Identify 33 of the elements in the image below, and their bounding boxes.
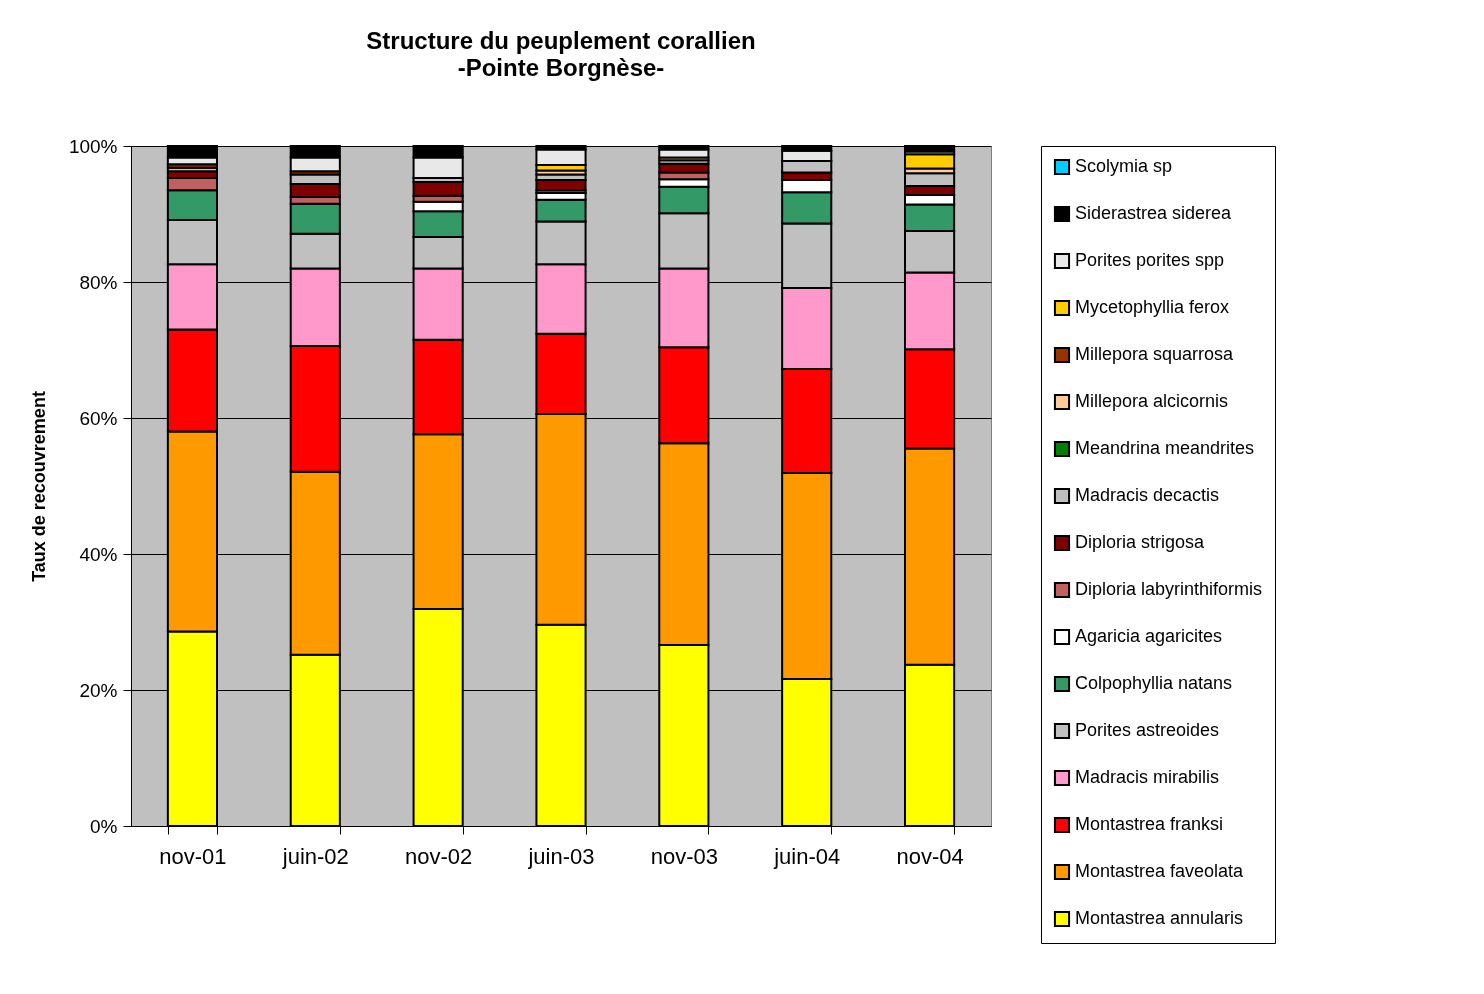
legend-label: Diploria labyrinthiformis <box>1075 579 1263 599</box>
legend-label: Agaricia agaricites <box>1075 626 1223 646</box>
y-tick-label: 60% <box>79 407 118 429</box>
y-tick-label: 0% <box>90 815 118 837</box>
x-tick-label: nov-01 <box>159 843 227 869</box>
y-tick-label: 20% <box>79 679 118 701</box>
legend-label: Porites astreoides <box>1075 720 1220 740</box>
legend-label: Colpophyllia natans <box>1075 673 1233 693</box>
legend-label: Meandrina meandrites <box>1075 438 1255 458</box>
legend-label: Madracis mirabilis <box>1075 767 1220 787</box>
y-tick-label: 80% <box>79 271 118 293</box>
x-tick-label: nov-02 <box>405 843 473 869</box>
chart-subtitle: -Pointe Borgnèse- <box>457 54 665 81</box>
y-tick-label: 100% <box>68 135 118 157</box>
y-tick-label: 40% <box>79 543 118 565</box>
x-tick-label: nov-04 <box>896 843 964 869</box>
legend-label: Scolymia sp <box>1075 156 1173 176</box>
chart-title: Structure du peuplement corallien <box>366 27 756 54</box>
legend-label: Porites porites spp <box>1075 250 1225 270</box>
legend-label: Montastrea faveolata <box>1075 861 1245 881</box>
x-tick-label: juin-02 <box>281 843 349 869</box>
legend-label: Millepora squarrosa <box>1075 344 1235 364</box>
y-axis-title: Taux de recouvrement <box>28 391 49 582</box>
legend-label: Montastrea annularis <box>1075 908 1244 928</box>
legend-label: Montastrea franksi <box>1075 814 1224 834</box>
legend-label: Mycetophyllia ferox <box>1075 297 1230 317</box>
x-tick-label: juin-03 <box>527 843 595 869</box>
x-tick-label: juin-04 <box>773 843 841 869</box>
legend-label: Madracis decactis <box>1075 485 1220 505</box>
legend-label: Diploria strigosa <box>1075 532 1206 552</box>
legend-label: Siderastrea siderea <box>1075 203 1233 223</box>
x-tick-label: nov-03 <box>650 843 718 869</box>
legend-label: Millepora alcicornis <box>1075 391 1229 411</box>
